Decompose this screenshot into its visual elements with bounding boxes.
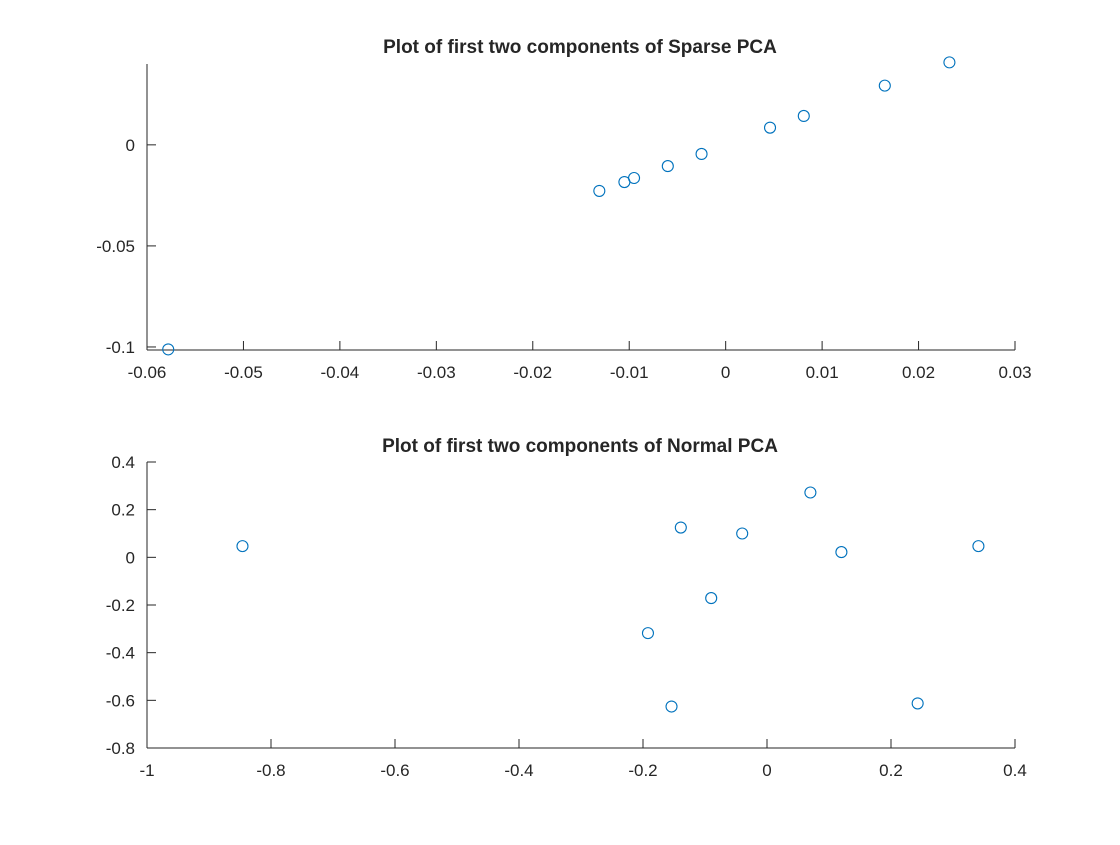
sparse-data-point <box>661 160 674 173</box>
subplot-normal-pca: Plot of first two components of Normal P… <box>106 436 1027 780</box>
normal-data-point <box>835 546 848 559</box>
normal-data-point <box>911 697 924 710</box>
sparse-x-tick-label: -0.03 <box>417 363 456 382</box>
sparse-x-tick-label: -0.05 <box>224 363 263 382</box>
normal-y-tick-label: -0.2 <box>106 596 135 615</box>
sparse-x-tick-label: -0.02 <box>513 363 552 382</box>
sparse-data-point <box>593 184 606 197</box>
normal-data-point <box>705 592 718 605</box>
normal-data-point <box>641 627 655 640</box>
normal-data-point <box>236 540 249 553</box>
normal-y-tick-label: -0.4 <box>106 644 135 663</box>
normal-y-tick-label: -0.8 <box>106 739 135 758</box>
normal-y-tick-label: 0.4 <box>111 453 135 472</box>
sparse-data-point <box>627 171 641 185</box>
normal-x-tick-label: 0.4 <box>1003 761 1027 780</box>
sparse-x-tick-label: 0 <box>721 363 730 382</box>
sparse-data-point <box>695 147 708 160</box>
sparse-data-point <box>162 343 175 356</box>
normal-x-tick-label: -0.4 <box>504 761 533 780</box>
sparse-data-point <box>878 79 891 92</box>
sparse-y-tick-label: 0 <box>126 136 135 155</box>
normal-x-tick-label: -1 <box>139 761 154 780</box>
sparse-x-tick-label: -0.06 <box>128 363 167 382</box>
normal-data-point <box>674 521 687 534</box>
sparse-data-point <box>763 121 777 134</box>
normal-x-tick-label: -0.8 <box>256 761 285 780</box>
sparse-x-tick-label: -0.01 <box>610 363 649 382</box>
normal-x-tick-label: -0.2 <box>628 761 657 780</box>
sparse-data-point <box>943 56 956 69</box>
normal-pca-title: Plot of first two components of Normal P… <box>382 436 778 457</box>
sparse-x-tick-label: -0.04 <box>321 363 360 382</box>
sparse-x-tick-label: 0.03 <box>998 363 1031 382</box>
subplot-sparse-pca: Plot of first two components of Sparse P… <box>96 37 1031 382</box>
normal-x-tick-label: 0.2 <box>879 761 903 780</box>
normal-x-tick-label: -0.6 <box>380 761 409 780</box>
sparse-pca-title: Plot of first two components of Sparse P… <box>383 37 777 58</box>
normal-data-point <box>972 540 985 553</box>
sparse-x-tick-label: 0.02 <box>902 363 935 382</box>
sparse-x-tick-label: 0.01 <box>806 363 839 382</box>
normal-x-tick-label: 0 <box>762 761 771 780</box>
normal-data-point <box>736 527 749 540</box>
sparse-data-point <box>797 109 810 122</box>
sparse-y-tick-label: -0.1 <box>106 338 135 357</box>
normal-data-point <box>665 700 678 713</box>
sparse-y-tick-label: -0.05 <box>96 237 135 256</box>
normal-y-tick-label: -0.6 <box>106 691 135 710</box>
normal-y-tick-label: 0.2 <box>111 501 135 520</box>
normal-y-tick-label: 0 <box>126 548 135 567</box>
normal-data-point <box>804 486 817 499</box>
